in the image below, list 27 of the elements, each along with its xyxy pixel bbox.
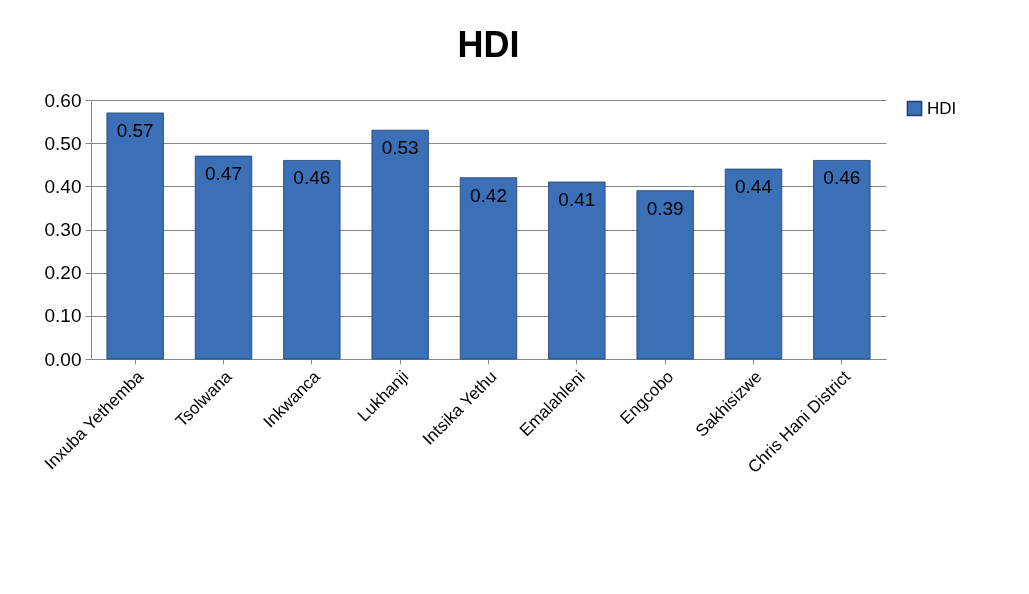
y-tick-label: 0.30 (44, 219, 82, 240)
data-label: 0.47 (205, 163, 242, 185)
bar (636, 190, 694, 360)
data-label: 0.46 (823, 167, 861, 189)
data-label: 0.41 (558, 189, 596, 211)
legend-label: HDI (927, 98, 957, 118)
bar (194, 155, 253, 360)
data-label: 0.46 (293, 167, 331, 189)
bar (459, 177, 518, 360)
y-tick-label: 0.60 (44, 89, 82, 111)
data-label: 0.42 (470, 184, 507, 206)
bar (548, 181, 606, 360)
data-label: 0.53 (381, 137, 419, 159)
y-tick-label: 0.50 (44, 132, 82, 154)
bar (371, 129, 429, 360)
y-tick-label: 0.20 (44, 262, 82, 284)
bar (106, 112, 164, 360)
data-label: 0.39 (646, 197, 684, 219)
y-tick-label: 0.10 (44, 305, 82, 327)
y-tick-label: 0.40 (44, 175, 82, 197)
bar (283, 160, 341, 360)
data-label: 0.57 (116, 119, 154, 141)
bar (724, 168, 783, 360)
data-label: 0.44 (735, 176, 773, 198)
chart-title: HDI (457, 24, 520, 65)
bar (813, 160, 871, 360)
y-tick-label: 0.00 (44, 348, 82, 370)
